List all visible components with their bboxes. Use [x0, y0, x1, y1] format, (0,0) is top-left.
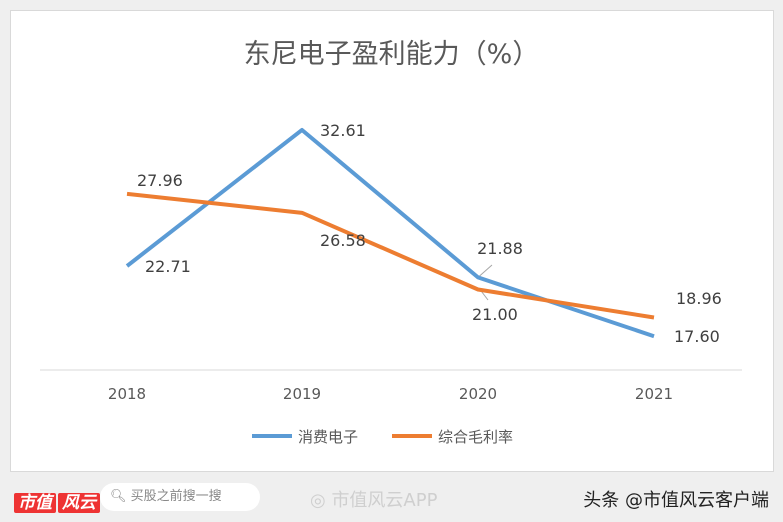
- series-line-0: [125, 127, 655, 339]
- data-label: 22.71: [145, 257, 191, 276]
- source-credit: 头条 @市值风云客户端: [583, 490, 769, 511]
- data-label: 17.60: [674, 327, 720, 346]
- x-tick-label: 2019: [283, 385, 321, 403]
- data-label: 32.61: [320, 121, 366, 140]
- footer: 市值 风云 🔍︎ 买股之前搜一搜 ◎ 市值风云APP 头条 @市值风云客户端: [0, 472, 783, 522]
- x-tick-label: 2021: [635, 385, 673, 403]
- legend-label: 消费电子: [298, 428, 358, 446]
- data-label: 27.96: [137, 171, 183, 190]
- leader-line: [477, 264, 493, 278]
- weibo-icon: ◎: [310, 490, 332, 511]
- chart-title: 东尼电子盈利能力（%）: [243, 39, 540, 70]
- weibo-watermark: ◎ 市值风云APP: [310, 490, 438, 511]
- brand-logo: 市值 风云: [12, 488, 100, 513]
- search-input[interactable]: 🔍︎ 买股之前搜一搜: [100, 483, 260, 511]
- x-tick-label: 2018: [108, 385, 146, 403]
- data-label: 26.58: [320, 231, 366, 250]
- search-icon: 🔍︎: [110, 489, 131, 504]
- line-chart: 2018 2019 2020 2021 22.71 32.61 21.88 17.60 消费电子…: [40, 121, 742, 446]
- series-line-1: [126, 191, 655, 320]
- chart-card: [10, 10, 774, 472]
- data-label: 18.96: [676, 289, 722, 308]
- data-label: 21.88: [477, 239, 523, 258]
- data-label: 21.00: [472, 305, 518, 324]
- x-tick-label: 2020: [459, 385, 497, 403]
- legend-label: 综合毛利率: [438, 428, 513, 446]
